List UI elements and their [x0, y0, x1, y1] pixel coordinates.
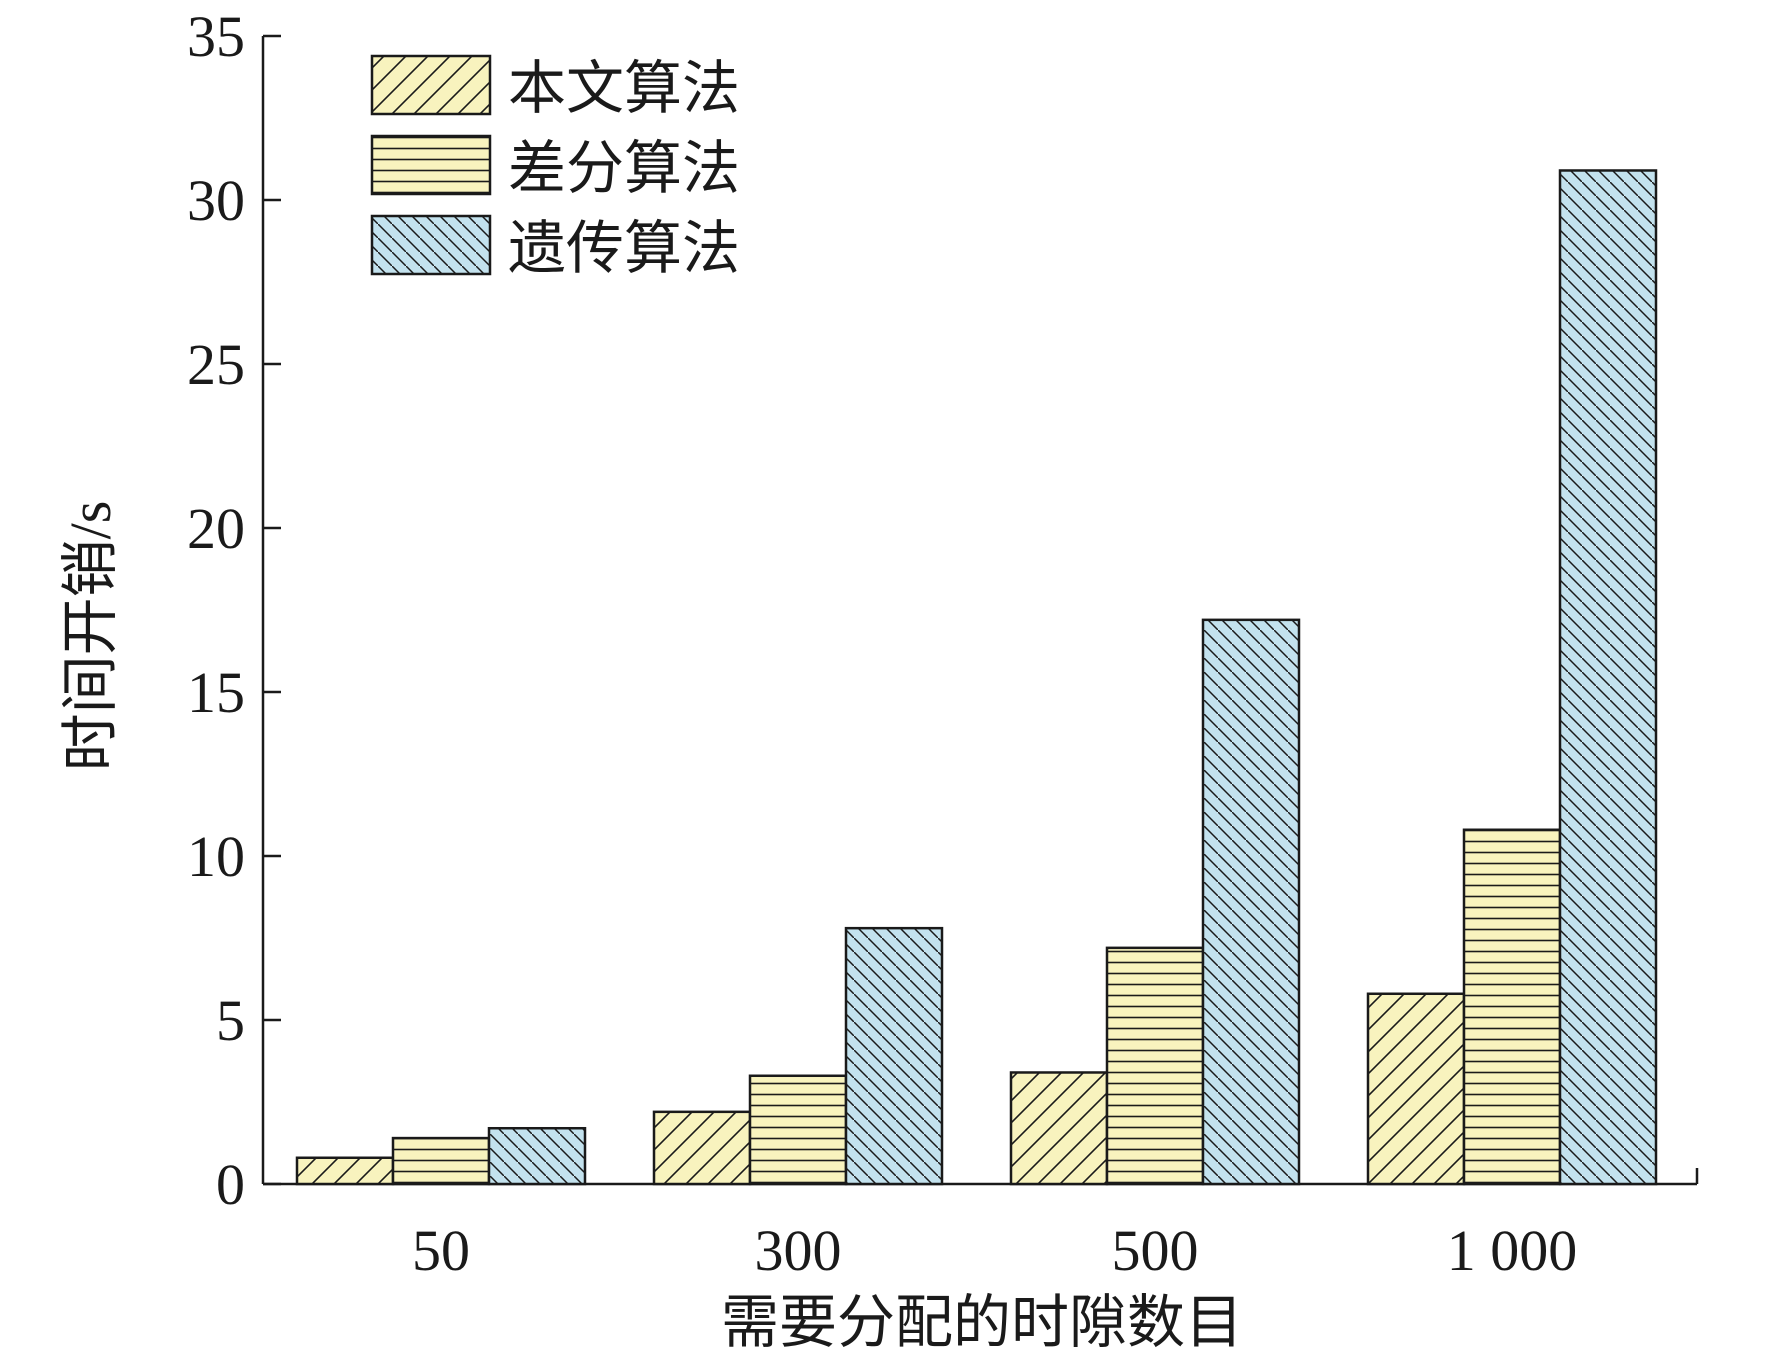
bar — [1105, 946, 1205, 1186]
legend-label: 遗传算法 — [508, 216, 740, 281]
bar — [1366, 992, 1466, 1186]
bar — [487, 1126, 587, 1186]
y-tick-label: 20 — [187, 496, 245, 561]
legend-label: 本文算法 — [508, 56, 740, 121]
bar — [1462, 828, 1562, 1186]
x-tick-label: 300 — [755, 1218, 842, 1283]
legend-swatch — [370, 54, 492, 116]
legend-swatch — [370, 134, 492, 196]
bar — [1201, 618, 1301, 1186]
y-axis-title: 时间开销/s — [58, 501, 123, 772]
y-tick-label: 35 — [187, 4, 245, 69]
legend-swatch — [370, 214, 492, 276]
bar — [295, 1156, 395, 1186]
y-tick-label: 0 — [216, 1152, 245, 1217]
y-tick-label: 10 — [187, 824, 245, 889]
bar — [1558, 169, 1658, 1186]
x-axis-title: 需要分配的时隙数目 — [721, 1290, 1243, 1355]
bar — [844, 926, 944, 1186]
x-tick-label: 1 000 — [1447, 1218, 1578, 1283]
legend-label: 差分算法 — [508, 136, 740, 201]
y-tick-label: 25 — [187, 332, 245, 397]
bars — [295, 169, 1658, 1186]
y-tick-label: 15 — [187, 660, 245, 725]
x-tick-label: 50 — [412, 1218, 470, 1283]
bar — [391, 1136, 491, 1186]
y-tick-label: 5 — [216, 988, 245, 1053]
axes: 0 5 10 15 20 25 30 35 50 300 500 1 000 — [187, 4, 1699, 1283]
y-tick-label: 30 — [187, 168, 245, 233]
x-tick-label: 500 — [1112, 1218, 1199, 1283]
bar — [748, 1074, 848, 1186]
bar — [1009, 1071, 1109, 1186]
bar — [652, 1110, 752, 1186]
